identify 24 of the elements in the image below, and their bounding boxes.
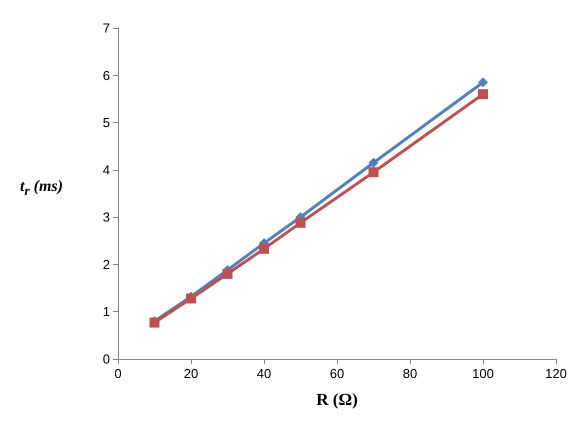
y-tick-label: 0 bbox=[102, 352, 110, 366]
x-axis-title: R (Ω) bbox=[316, 390, 358, 409]
y-tick-label: 7 bbox=[102, 20, 110, 36]
y-axis-title: t$_{r}$ (ms) bbox=[20, 178, 63, 200]
point bbox=[222, 268, 232, 279]
point bbox=[259, 244, 269, 254]
point bbox=[368, 167, 378, 178]
y-tick-label: 5 bbox=[102, 115, 110, 130]
x-tick-label: 20 bbox=[184, 366, 198, 381]
y-tick-label: 6 bbox=[102, 68, 110, 83]
x-tick-label: 60 bbox=[330, 366, 344, 381]
x-tick-label: 100 bbox=[472, 366, 494, 381]
x-tick-label: 80 bbox=[402, 366, 418, 381]
x-tick-label: 120 bbox=[545, 366, 567, 381]
x-tick-label: 0 bbox=[114, 366, 122, 381]
y-tick-label: 3 bbox=[102, 210, 110, 225]
point bbox=[296, 218, 306, 228]
point bbox=[478, 77, 488, 88]
point bbox=[478, 89, 488, 100]
y-tick-label: 2 bbox=[102, 256, 110, 272]
y-tick-label: 4 bbox=[102, 162, 110, 178]
x-tick-label: 40 bbox=[256, 366, 272, 381]
y-tick-label: 1 bbox=[102, 304, 110, 320]
point bbox=[368, 158, 378, 168]
